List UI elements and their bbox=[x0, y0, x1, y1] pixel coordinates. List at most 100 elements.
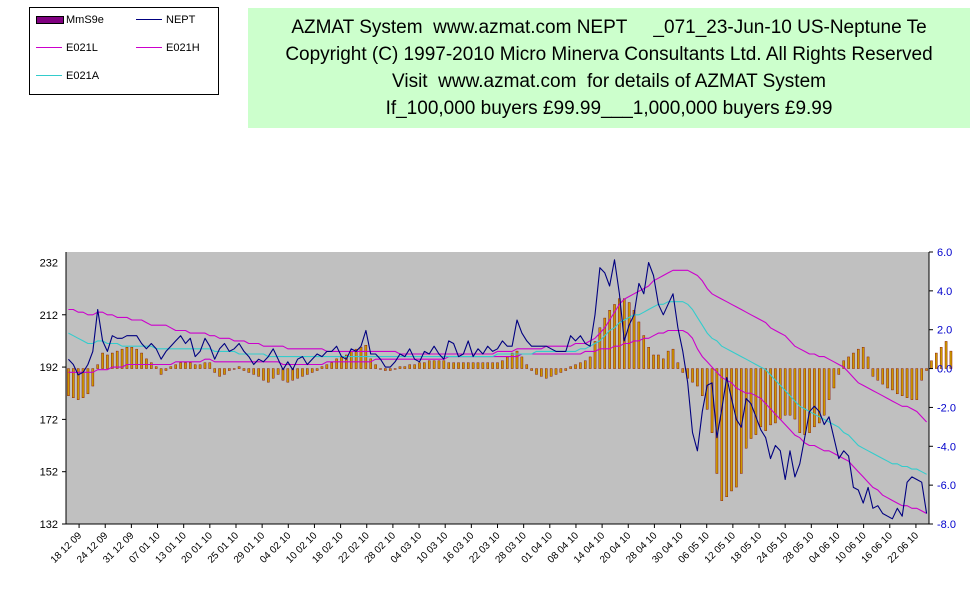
mms9e-bar bbox=[154, 366, 158, 369]
mms9e-bar bbox=[788, 368, 792, 416]
mms9e-bar bbox=[603, 317, 607, 369]
mms9e-bar bbox=[769, 368, 772, 426]
mms9e-bar bbox=[296, 368, 299, 379]
mms9e-bar bbox=[452, 362, 455, 369]
mms9e-bar bbox=[115, 350, 119, 369]
mms9e-bar bbox=[925, 368, 928, 371]
mms9e-bar bbox=[666, 350, 670, 369]
nept-line bbox=[67, 259, 928, 520]
mms9e-bar bbox=[315, 368, 319, 371]
mms9e-bar bbox=[101, 352, 104, 369]
mms9e-bar bbox=[915, 368, 919, 400]
mms9e-bar bbox=[462, 362, 465, 369]
mms9e-bar bbox=[267, 368, 270, 383]
mms9e-bar bbox=[876, 368, 880, 381]
mms9e-bar bbox=[330, 362, 333, 369]
mms9e-bar bbox=[554, 368, 558, 375]
mms9e-bar bbox=[744, 368, 748, 449]
mms9e-bar bbox=[271, 368, 275, 379]
mms9e-bar bbox=[618, 298, 621, 369]
mms9e-bar bbox=[593, 341, 597, 369]
mms9e-bar bbox=[403, 366, 407, 369]
legend-label-e021a: E021A bbox=[66, 70, 100, 82]
mms9e-bar bbox=[174, 364, 177, 369]
mms9e-bar bbox=[520, 356, 524, 369]
mms9e-bar bbox=[184, 362, 187, 369]
mms9e-bar bbox=[857, 348, 860, 369]
mms9e-bar bbox=[189, 362, 192, 369]
mms9e-bar bbox=[242, 368, 246, 371]
mms9e-bar bbox=[657, 354, 660, 369]
mms9e-bar bbox=[291, 368, 294, 381]
mms9e-bar bbox=[832, 368, 836, 389]
mms9e-bar bbox=[413, 364, 416, 369]
mms9e-bar bbox=[627, 302, 631, 369]
mms9e-bar bbox=[764, 368, 767, 431]
mms9e-bar bbox=[335, 358, 338, 369]
mms9e-bar bbox=[935, 352, 938, 369]
mms9e-bar bbox=[237, 366, 241, 369]
header-title-line: AZMAT System www.azmat.com NEPT _071_23-… bbox=[291, 17, 927, 38]
mms9e-bar bbox=[900, 368, 904, 396]
mms9e-bar bbox=[725, 368, 728, 498]
mms9e-bar bbox=[408, 364, 412, 369]
mms9e-bar bbox=[710, 368, 714, 433]
mms9e-bar bbox=[510, 352, 514, 369]
mms9e-bar bbox=[96, 364, 99, 369]
mms9e-bar bbox=[676, 362, 680, 369]
mms9e-bar bbox=[798, 368, 802, 433]
mms9e-bar bbox=[203, 362, 207, 369]
mms9e-bar bbox=[130, 347, 134, 369]
right-tick-label: -8.0 bbox=[937, 519, 956, 531]
e021l-line bbox=[68, 329, 927, 514]
mms9e-bar bbox=[369, 358, 373, 369]
legend-swatch-e021l bbox=[36, 47, 62, 48]
mms9e-bar bbox=[193, 364, 197, 369]
mms9e-bar bbox=[388, 368, 392, 371]
mms9e-bar bbox=[379, 368, 382, 370]
mms9e-bar bbox=[549, 368, 553, 377]
mms9e-bar bbox=[72, 368, 75, 398]
header-visit-line: Visit www.azmat.com for details of AZMAT… bbox=[392, 71, 826, 92]
mms9e-bar bbox=[696, 368, 699, 387]
mms9e-bar bbox=[837, 368, 841, 375]
mms9e-bar bbox=[818, 368, 821, 424]
mms9e-bar bbox=[525, 364, 529, 369]
mms9e-bar bbox=[486, 362, 490, 369]
mms9e-bar bbox=[91, 368, 95, 387]
mms9e-bar bbox=[418, 362, 421, 369]
legend-label-e021h: E021H bbox=[166, 42, 200, 54]
mms9e-bar bbox=[530, 368, 533, 371]
mms9e-bar bbox=[632, 310, 636, 369]
mms9e-bar bbox=[930, 360, 933, 369]
chart-header: AZMAT System www.azmat.com NEPT _071_23-… bbox=[248, 8, 970, 128]
mms9e-bar bbox=[306, 368, 309, 375]
mms9e-bar bbox=[359, 347, 363, 369]
mms9e-bar bbox=[76, 368, 80, 400]
mms9e-bar bbox=[423, 362, 426, 369]
mms9e-bar bbox=[813, 368, 816, 428]
legend-label-nept: NEPT bbox=[166, 14, 196, 26]
e021h-line bbox=[68, 269, 928, 423]
left-tick-label: 132 bbox=[40, 519, 58, 531]
mms9e-bar bbox=[579, 362, 582, 369]
mms9e-bar bbox=[228, 368, 231, 371]
left-tick-label: 152 bbox=[40, 467, 58, 479]
mms9e-bar bbox=[774, 368, 777, 424]
mms9e-bar bbox=[920, 368, 923, 381]
bars-layer bbox=[67, 298, 953, 501]
mms9e-bar bbox=[354, 348, 358, 369]
mms9e-bar bbox=[637, 321, 641, 369]
mms9e-bar bbox=[944, 341, 948, 369]
mms9e-bar bbox=[481, 362, 485, 369]
mms9e-bar bbox=[822, 368, 826, 416]
legend-label-e021l: E021L bbox=[66, 42, 98, 54]
mms9e-bar bbox=[701, 368, 704, 396]
mms9e-bar bbox=[588, 356, 592, 369]
chart-legend: MmS9e NEPT E021L E021H E021A bbox=[29, 7, 219, 95]
mms9e-bar bbox=[608, 310, 611, 369]
mms9e-bar bbox=[310, 368, 314, 373]
mms9e-bar bbox=[569, 366, 572, 369]
mms9e-bar bbox=[81, 368, 85, 398]
right-tick-label: -2.0 bbox=[937, 402, 956, 414]
